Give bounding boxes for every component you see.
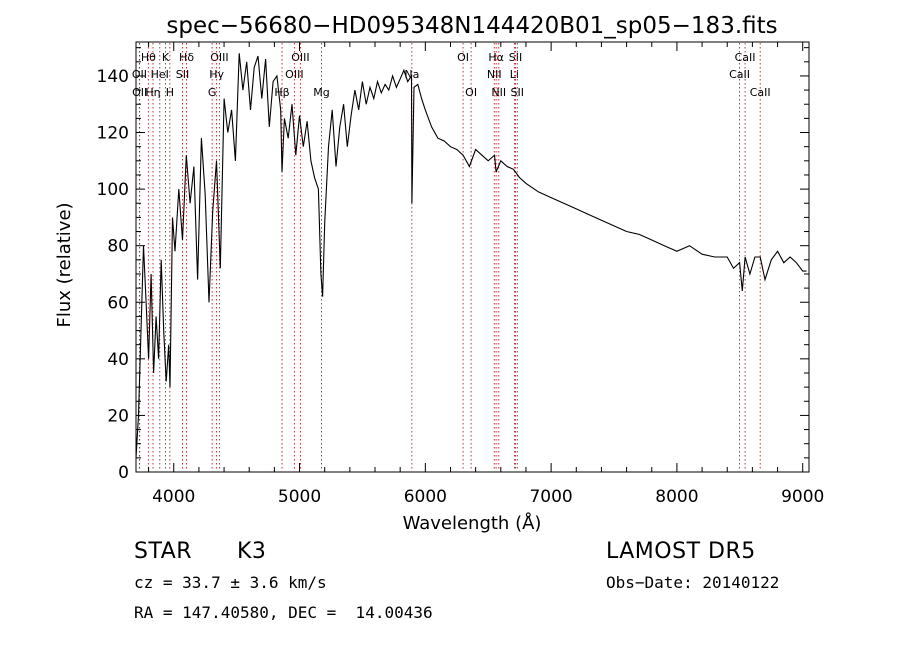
marker-label: H: [166, 86, 174, 99]
marker-label: G: [208, 86, 217, 99]
marker-label: OI: [465, 86, 477, 99]
x-tick-label: 8000: [655, 487, 698, 507]
marker-label: Hη: [145, 86, 160, 99]
y-tick-label: 100: [97, 180, 129, 200]
marker-label: NII: [487, 68, 502, 81]
marker-label: Hθ: [141, 51, 156, 64]
marker-label: CaII: [729, 68, 750, 81]
chart-title: spec−56680−HD095348N144420B01_sp05−183.f…: [166, 13, 777, 39]
redshift-cz: cz = 33.7 ± 3.6 km/s: [134, 573, 327, 592]
x-axis-label: Wavelength (Å): [403, 512, 542, 534]
x-tick-label: 4000: [152, 487, 195, 507]
coordinates: RA = 147.40580, DEC = 14.00436: [134, 603, 433, 622]
marker-label: OIII: [285, 68, 303, 81]
survey-name: LAMOST DR5: [606, 539, 756, 564]
y-axis-label: Flux (relative): [54, 202, 75, 327]
marker-label: Li: [510, 68, 519, 81]
y-tick-label: 60: [107, 293, 129, 313]
marker-label: Hα: [488, 51, 504, 64]
spectrum-chart: spec−56680−HD095348N144420B01_sp05−183.f…: [54, 13, 824, 534]
marker-label: Hγ: [209, 68, 224, 81]
y-tick-label: 20: [107, 406, 129, 426]
y-tick-label: 0: [118, 463, 129, 483]
axes: 4000 5000 6000 7000 8000 9000 0 20 40 60 80 100 120 1…: [97, 42, 824, 507]
x-tick-label: 5000: [278, 487, 321, 507]
x-tick-label: 7000: [529, 487, 572, 507]
marker-label: OIII: [210, 51, 228, 64]
marker-label: OI: [457, 51, 469, 64]
y-tick-label: 140: [97, 67, 129, 87]
x-tick-label: 6000: [404, 487, 447, 507]
marker-label: SII: [511, 86, 524, 99]
marker-label: Hδ: [179, 51, 194, 64]
plot-frame: [135, 41, 810, 473]
marker-label: SII: [176, 68, 189, 81]
object-subclass: K3: [237, 539, 267, 564]
observation-date: Obs−Date: 20140122: [606, 573, 780, 592]
y-tick-label: 120: [97, 124, 129, 144]
marker-label: CaII: [750, 86, 771, 99]
y-tick-label: 80: [107, 237, 129, 257]
marker-label: Hβ: [274, 86, 289, 99]
marker-label: K: [162, 51, 170, 64]
marker-label: HeI: [151, 68, 169, 81]
marker-label: OIII: [291, 51, 309, 64]
marker-label: CaII: [735, 51, 756, 64]
marker-label: Mg: [313, 86, 329, 99]
marker-label: NII: [491, 86, 506, 99]
x-tick-label: 9000: [781, 487, 824, 507]
object-class: STAR: [134, 539, 193, 564]
flux-series-line: [135, 53, 807, 458]
marker-label: SII: [509, 51, 522, 64]
y-tick-label: 40: [107, 350, 129, 370]
